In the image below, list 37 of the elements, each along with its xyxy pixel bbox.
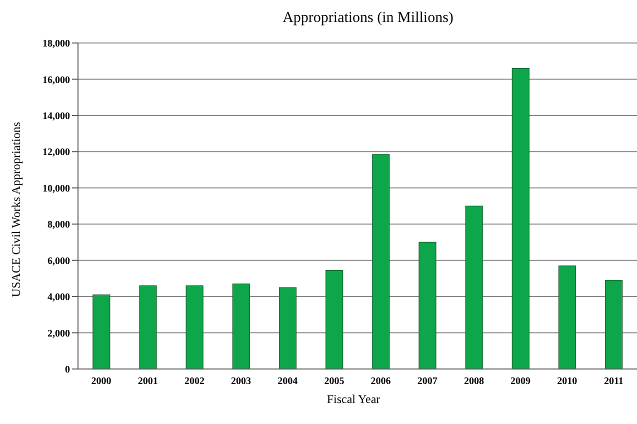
y-tick-label: 6,000 — [48, 256, 70, 267]
y-tick-label: 4,000 — [48, 292, 70, 304]
bar — [278, 287, 297, 369]
x-tick-label: 2005 — [324, 376, 344, 388]
x-tick-label: 2001 — [138, 376, 158, 388]
x-tick-label: 2010 — [557, 376, 578, 388]
bar — [326, 270, 344, 369]
x-tick-label: 2011 — [604, 376, 624, 388]
bar — [232, 284, 250, 369]
bar — [558, 265, 576, 369]
bar — [186, 285, 204, 369]
y-tick-label: 14,000 — [42, 110, 70, 122]
x-tick-label: 2009 — [510, 376, 531, 388]
bar — [418, 242, 436, 369]
x-tick-label: 2008 — [464, 376, 484, 388]
x-tick-label: 2004 — [278, 376, 298, 388]
x-tick-label: 2003 — [231, 376, 252, 388]
y-tick-label: 12,000 — [42, 147, 70, 158]
bar — [139, 285, 157, 369]
y-tick-label: 10,000 — [42, 183, 70, 194]
y-tick-label: 0 — [65, 364, 70, 376]
chart-title: Appropriations (in Millions) — [282, 10, 454, 27]
bar — [372, 154, 390, 369]
bar — [512, 68, 530, 369]
x-tick-label: 2007 — [417, 376, 438, 388]
x-tick-label: 2006 — [370, 376, 391, 388]
bar — [605, 280, 623, 369]
bar — [92, 294, 110, 369]
x-tick-label: 2000 — [91, 376, 112, 388]
y-axis-title: USACE Civil Works Appropriations — [10, 121, 24, 297]
y-tick-label: 2,000 — [48, 328, 70, 340]
x-axis-title: Fiscal Year — [326, 392, 382, 407]
y-tick-label: 18,000 — [42, 38, 70, 50]
y-tick-label: 8,000 — [48, 220, 70, 231]
x-tick-label: 2002 — [184, 376, 204, 388]
y-tick-label: 16,000 — [42, 74, 70, 86]
bar — [465, 206, 483, 369]
